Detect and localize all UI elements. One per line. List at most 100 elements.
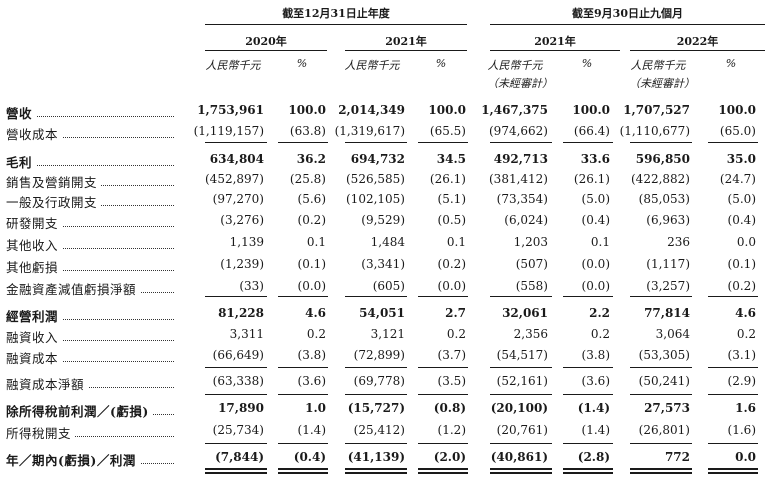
amount-cell: (54,517) xyxy=(496,348,548,362)
amount-cell: (33) xyxy=(239,279,264,293)
percent-cell: (1.2) xyxy=(437,423,466,437)
amount-cell: (66,649) xyxy=(212,348,264,362)
amount-cell: 3,064 xyxy=(655,327,690,341)
header-rule-nine-months xyxy=(490,24,765,25)
percent-cell: 2.7 xyxy=(445,306,466,320)
amount-cell: (52,161) xyxy=(496,374,548,388)
percent-cell: (66.4) xyxy=(573,124,610,138)
subtotal-rule xyxy=(278,367,328,368)
percent-cell: (1.4) xyxy=(577,401,610,415)
subtotal-rule xyxy=(630,142,692,143)
row-label: 金融資產減值虧損淨額 xyxy=(6,279,141,298)
amount-cell: 2,356 xyxy=(513,327,548,341)
amount-cell: (1,117) xyxy=(646,257,690,271)
dot-leader xyxy=(6,270,174,271)
amount-cell: (20,100) xyxy=(490,401,548,415)
percent-cell: (63.8) xyxy=(289,124,326,138)
percent-cell: (3.6) xyxy=(297,374,326,388)
subtotal-rule xyxy=(278,142,328,143)
amount-cell: (20,761) xyxy=(496,423,548,437)
subtotal-rule xyxy=(205,394,267,395)
unaudited-label: （未經審計） xyxy=(629,77,695,90)
total-rule xyxy=(205,468,267,470)
unit-percent-label: % xyxy=(725,57,737,70)
total-rule xyxy=(345,472,407,474)
subtotal-rule xyxy=(490,296,552,297)
percent-cell: (5.1) xyxy=(437,192,466,206)
row-label: 所得稅開支 xyxy=(6,423,76,442)
subtotal-rule xyxy=(418,394,468,395)
amount-cell: 1,203 xyxy=(513,235,548,249)
subtotal-rule xyxy=(278,296,328,297)
amount-cell: (422,882) xyxy=(631,172,690,186)
amount-cell: 3,121 xyxy=(370,327,405,341)
amount-cell: (6,963) xyxy=(646,213,690,227)
subtotal-rule xyxy=(418,443,468,444)
percent-cell: (0.0) xyxy=(581,279,610,293)
amount-cell: (1,119,157) xyxy=(193,124,264,138)
percent-cell: (0.2) xyxy=(297,213,326,227)
amount-cell: 1,707,527 xyxy=(623,103,690,117)
subtotal-rule xyxy=(563,142,613,143)
subtotal-rule xyxy=(205,367,267,368)
percent-cell: (0.0) xyxy=(437,279,466,293)
row-label: 年／期內(虧損)／利潤 xyxy=(6,450,140,469)
year-header: 2021年 xyxy=(534,35,576,48)
percent-cell: 0.2 xyxy=(736,327,756,341)
row-label: 融資收入 xyxy=(6,327,63,346)
amount-cell: (1,319,617) xyxy=(334,124,405,138)
total-rule xyxy=(708,468,758,470)
amount-cell: 81,228 xyxy=(218,306,264,320)
period-header-annual: 截至12月31日止年度 xyxy=(282,7,390,20)
total-rule xyxy=(490,472,552,474)
row-label: 銷售及營銷開支 xyxy=(6,172,102,191)
percent-cell: (65.5) xyxy=(429,124,466,138)
year-rule xyxy=(205,50,327,51)
amount-cell: (558) xyxy=(515,279,548,293)
percent-cell: (3.1) xyxy=(727,348,756,362)
percent-cell: (0.1) xyxy=(297,257,326,271)
percent-cell: (24.7) xyxy=(719,172,756,186)
dot-leader xyxy=(6,116,174,117)
amount-cell: (102,105) xyxy=(346,192,405,206)
amount-cell: 1,467,375 xyxy=(481,103,548,117)
year-rule xyxy=(630,50,765,51)
unit-currency-label: 人民幣千元 xyxy=(630,59,686,72)
amount-cell: (9,529) xyxy=(361,213,405,227)
percent-cell: 35.0 xyxy=(726,152,756,166)
percent-cell: (5.6) xyxy=(297,192,326,206)
percent-cell: 2.2 xyxy=(589,306,610,320)
unit-percent-label: % xyxy=(435,57,447,70)
amount-cell: (1,239) xyxy=(220,257,264,271)
amount-cell: (72,899) xyxy=(353,348,405,362)
total-rule xyxy=(418,468,468,470)
total-rule xyxy=(490,468,552,470)
row-label: 營收 xyxy=(6,103,37,122)
total-rule xyxy=(708,472,758,474)
dot-leader xyxy=(6,137,174,138)
subtotal-rule xyxy=(708,142,758,143)
subtotal-rule xyxy=(708,296,758,297)
subtotal-rule xyxy=(345,443,407,444)
percent-cell: 0.1 xyxy=(306,235,326,249)
amount-cell: (69,778) xyxy=(353,374,405,388)
percent-cell: (26.1) xyxy=(573,172,610,186)
amount-cell: (605) xyxy=(372,279,405,293)
subtotal-rule xyxy=(490,142,552,143)
unaudited-label: （未經審計） xyxy=(487,77,553,90)
amount-cell: 236 xyxy=(667,235,690,249)
amount-cell: 3,311 xyxy=(229,327,264,341)
subtotal-rule xyxy=(490,367,552,368)
total-rule xyxy=(630,472,692,474)
row-label: 毛利 xyxy=(6,152,37,171)
row-label: 研發開支 xyxy=(6,213,63,232)
amount-cell: (7,844) xyxy=(215,450,264,464)
amount-cell: 772 xyxy=(664,450,690,464)
subtotal-rule xyxy=(205,142,267,143)
percent-cell: (0.4) xyxy=(293,450,326,464)
dot-leader xyxy=(6,387,174,388)
amount-cell: (25,734) xyxy=(212,423,264,437)
row-label: 融資成本淨額 xyxy=(6,374,89,393)
amount-cell: 32,061 xyxy=(502,306,548,320)
percent-cell: 0.2 xyxy=(446,327,466,341)
